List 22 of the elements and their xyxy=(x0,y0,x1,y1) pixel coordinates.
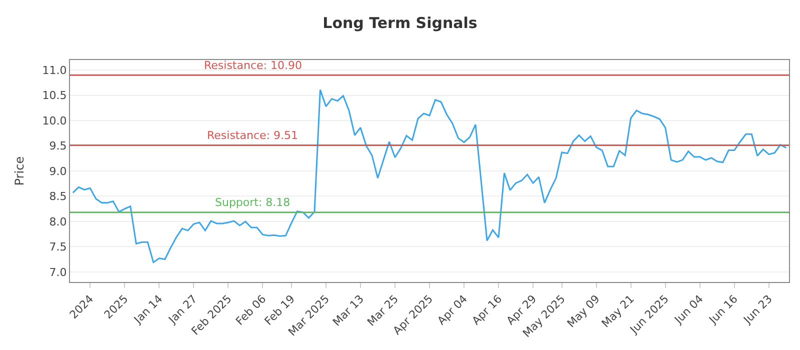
ref-line-label: Resistance: 9.51 xyxy=(207,129,298,142)
y-tick-label: 8.0 xyxy=(49,215,67,228)
y-tick-label: 11.0 xyxy=(42,64,67,77)
x-tick-label: Jun 23 xyxy=(740,292,775,327)
ref-line-label: Resistance: 10.90 xyxy=(204,59,302,72)
y-tick-label: 9.5 xyxy=(49,140,67,153)
line-series xyxy=(72,89,787,264)
y-tick-label: 7.5 xyxy=(49,240,67,254)
ref-line-label: Support: 8.18 xyxy=(215,196,290,209)
y-tick-label: 9.0 xyxy=(49,164,67,178)
y-axis-title: Price xyxy=(12,156,27,186)
x-tick-label: Apr 16 xyxy=(470,292,505,328)
x-tick-label: Apr 04 xyxy=(434,292,470,328)
y-tick-label: 7.0 xyxy=(49,266,67,279)
x-tick-label: Jan 14 xyxy=(130,292,166,327)
x-tick-label: Jun 04 xyxy=(671,292,706,327)
y-tick-label: 8.5 xyxy=(49,190,67,204)
y-tick-label: 10.0 xyxy=(42,114,67,128)
y-tick-label: 10.5 xyxy=(42,89,67,102)
chart-title: Long Term Signals xyxy=(322,14,478,32)
x-tick-label: Mar 13 xyxy=(330,292,366,329)
x-tick-label: Jun 16 xyxy=(706,292,740,327)
